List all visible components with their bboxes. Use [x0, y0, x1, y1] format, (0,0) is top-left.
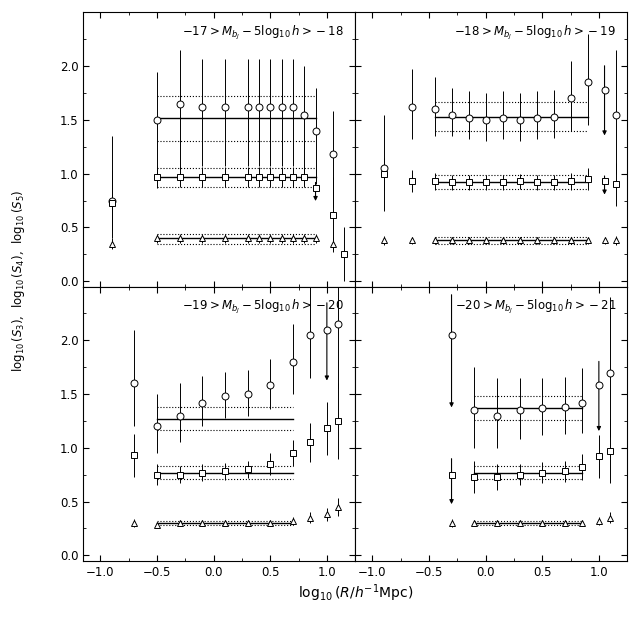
- Text: $\log_{10}(R/h^{-1}\mathrm{Mpc})$: $\log_{10}(R/h^{-1}\mathrm{Mpc})$: [298, 583, 413, 604]
- Text: $\log_{10}(S_3)$,  $\log_{10}(S_4)$,  $\log_{10}(S_5)$: $\log_{10}(S_3)$, $\log_{10}(S_4)$, $\lo…: [10, 189, 27, 371]
- Text: $-19>M_{b_J}-5\log_{10}h>-20$: $-19>M_{b_J}-5\log_{10}h>-20$: [182, 298, 344, 316]
- Text: $-20>M_{b_J}-5\log_{10}h>-21$: $-20>M_{b_J}-5\log_{10}h>-21$: [454, 298, 616, 316]
- Text: $-18>M_{b_J}-5\log_{10}h>-19$: $-18>M_{b_J}-5\log_{10}h>-19$: [454, 24, 616, 42]
- Text: $-17>M_{b_J}-5\log_{10}h>-18$: $-17>M_{b_J}-5\log_{10}h>-18$: [182, 24, 344, 42]
